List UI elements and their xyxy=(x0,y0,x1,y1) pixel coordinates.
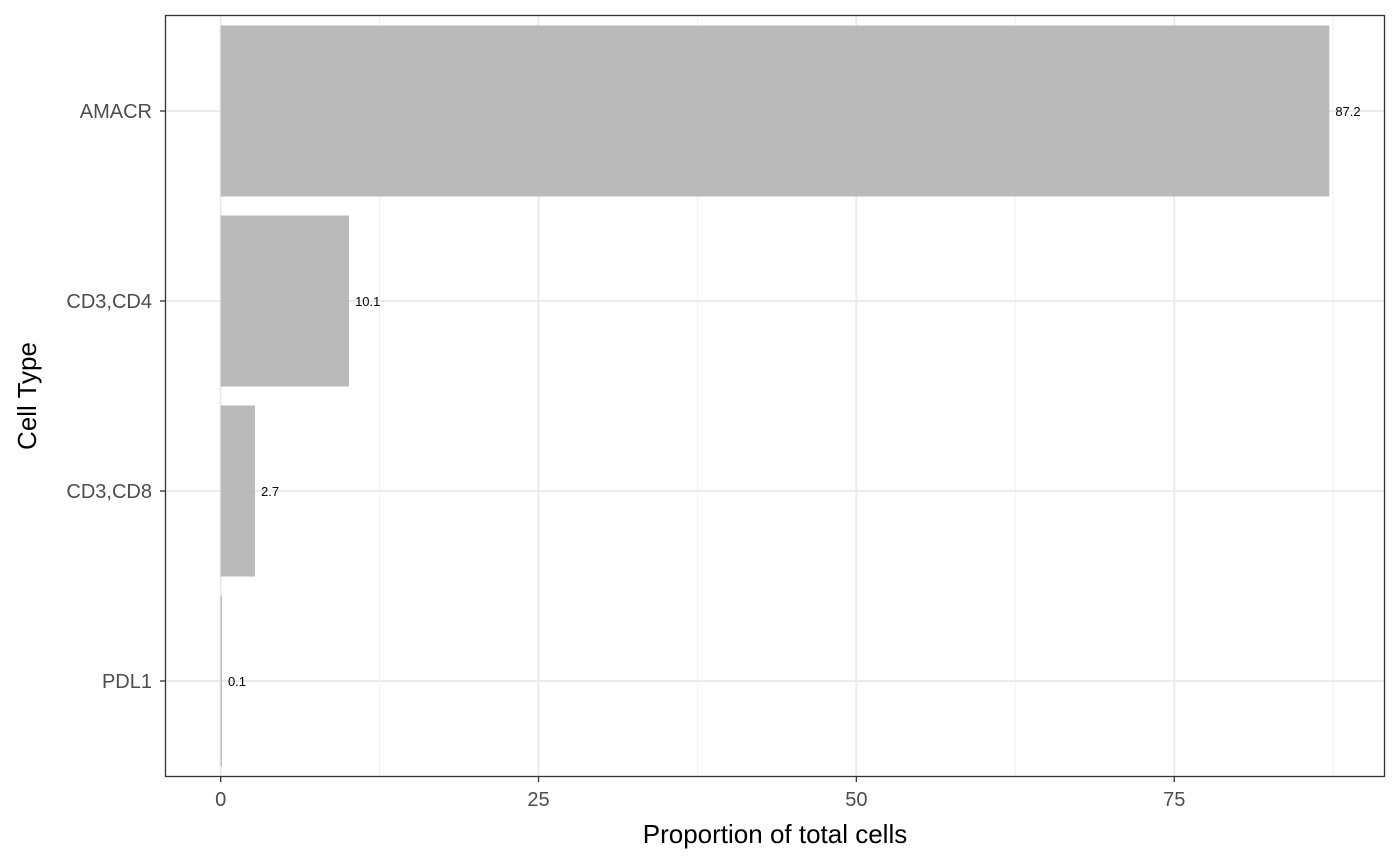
data-label: 2.7 xyxy=(261,484,279,499)
data-label: 87.2 xyxy=(1335,104,1360,119)
panel-border xyxy=(164,14,1386,778)
x-axis-title: Proportion of total cells xyxy=(643,819,907,849)
y-tick-label: AMACR xyxy=(80,101,152,123)
data-label: 0.1 xyxy=(228,674,246,689)
y-tick-label: CD3,CD8 xyxy=(66,481,152,503)
bar xyxy=(220,25,1330,197)
bars-layer: 87.2 10.1 2.7 0.1 xyxy=(220,25,1361,767)
x-tick-label: 75 xyxy=(1163,789,1185,811)
data-label: 10.1 xyxy=(355,294,380,309)
y-axis-title: Cell Type xyxy=(12,342,42,450)
axis-layer: 0 25 50 75 AMACR CD3,CD4 CD3,CD8 PDL1 xyxy=(66,101,1185,811)
x-tick-label: 0 xyxy=(215,789,226,811)
y-tick-label: CD3,CD4 xyxy=(66,291,152,313)
bar xyxy=(220,215,350,387)
x-tick-label: 25 xyxy=(527,789,549,811)
x-tick-label: 50 xyxy=(845,789,867,811)
y-tick-label: PDL1 xyxy=(102,671,152,693)
bar xyxy=(220,405,255,577)
bar xyxy=(220,595,222,767)
